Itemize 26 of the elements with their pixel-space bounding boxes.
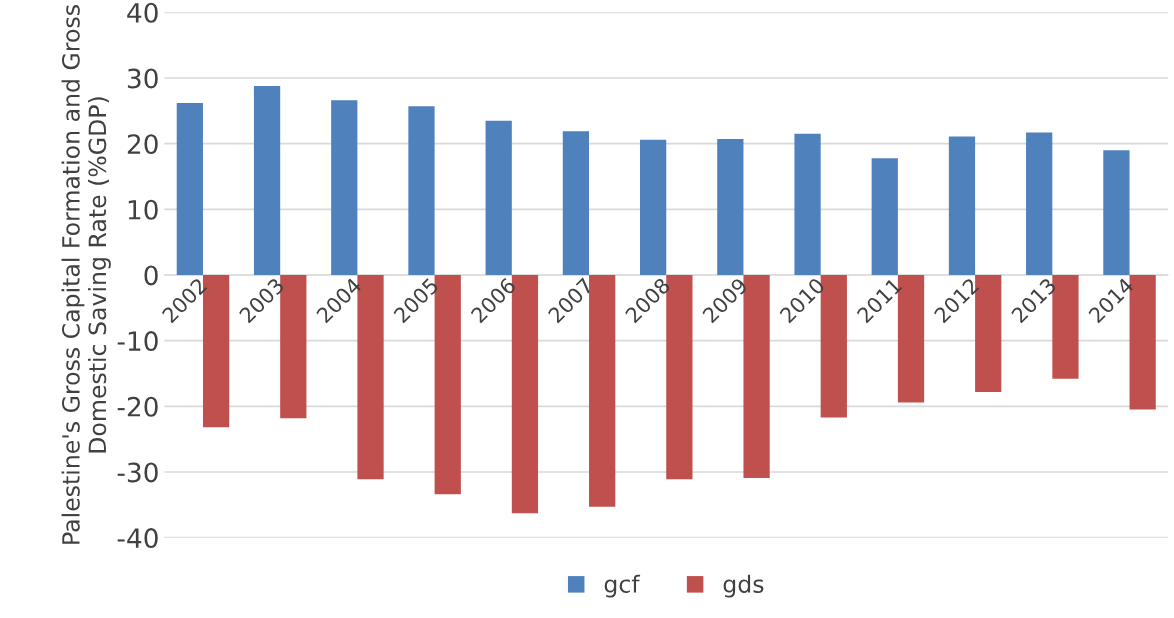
- y-tick-label: 30: [127, 68, 158, 89]
- bar: [948, 136, 976, 276]
- legend-label: gcf: [604, 574, 641, 598]
- y-tick-label: -10: [117, 331, 158, 352]
- bar: [1103, 150, 1130, 276]
- y-tick-label: 40: [127, 2, 158, 23]
- bar: [1026, 132, 1053, 276]
- bar: [408, 106, 435, 276]
- bar: [589, 275, 616, 507]
- bar: [331, 100, 358, 276]
- bar: [562, 131, 590, 276]
- bar: [639, 139, 667, 276]
- bar: [485, 120, 512, 276]
- bar: [871, 158, 898, 276]
- y-axis-title: Palestine's Gross Capital Formation and Gross Domestic Saving Rate (%GDP): [61, 5, 111, 544]
- y-tick-label: -30: [117, 462, 158, 483]
- y-tick-label: 10: [128, 199, 158, 220]
- bar: [253, 85, 281, 276]
- bar: [717, 139, 744, 276]
- y-tick-label: -20: [117, 396, 158, 417]
- bar: [794, 133, 821, 276]
- legend-label: gds: [723, 574, 764, 598]
- bar: [176, 102, 203, 276]
- y-tick-label: 0: [144, 265, 158, 286]
- y-tick-label: 20: [127, 134, 158, 155]
- y-tick-label: -40: [117, 528, 158, 549]
